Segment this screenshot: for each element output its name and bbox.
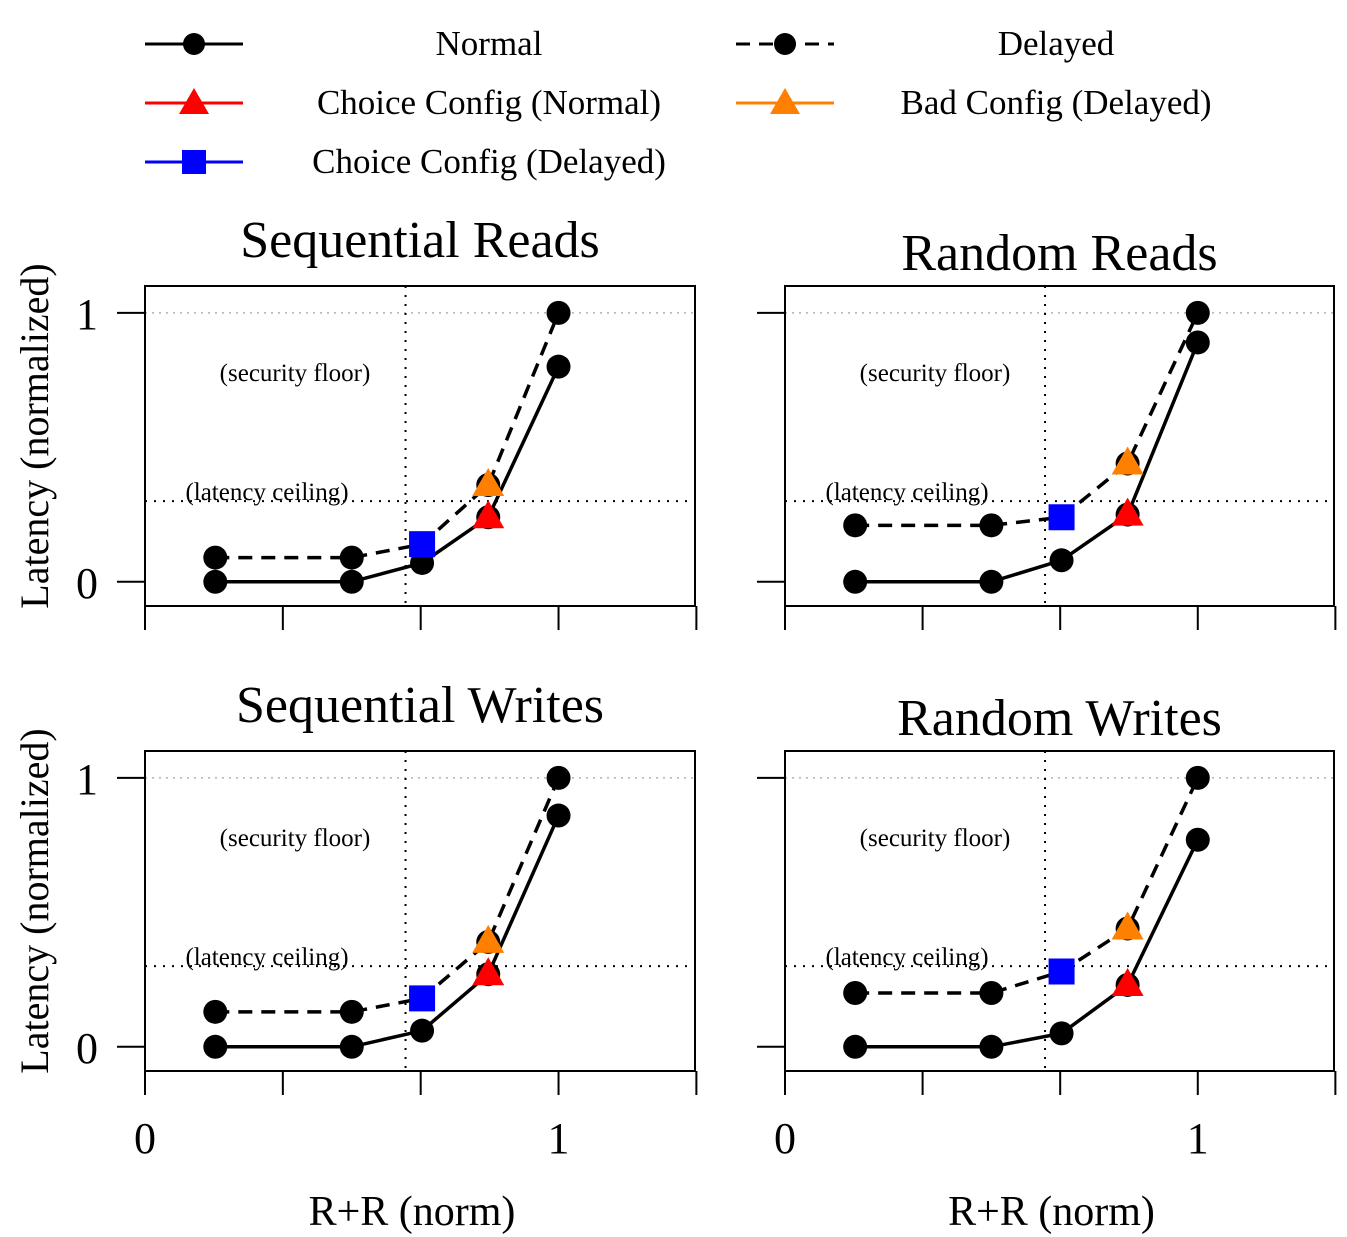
- legend-swatch-choice-normal-marker: [179, 88, 209, 114]
- point-delayed: [1185, 765, 1210, 790]
- y-tick-label: 1: [76, 755, 98, 804]
- point-normal: [546, 803, 571, 828]
- legend-swatch-normal-marker: [183, 33, 205, 55]
- point-normal: [546, 354, 571, 379]
- y-tick-label: 0: [76, 1024, 98, 1073]
- point-normal: [979, 569, 1004, 594]
- y-axis-label: Latency (normalized): [12, 728, 57, 1073]
- point-delayed: [546, 765, 571, 790]
- point-delayed: [843, 513, 868, 538]
- marker-choice-config-normal: [472, 957, 505, 986]
- point-delayed: [1185, 300, 1210, 325]
- point-normal: [979, 1034, 1004, 1059]
- legend-swatch-delayed-marker: [774, 33, 796, 55]
- chart-title: Random Writes: [897, 690, 1222, 747]
- legend-item-bad-delayed: Bad Config (Delayed): [736, 83, 1212, 122]
- point-normal: [1049, 1021, 1074, 1046]
- security-floor-label: (security floor): [860, 360, 1011, 387]
- point-normal: [339, 1034, 364, 1059]
- point-delayed: [546, 300, 571, 325]
- legend-swatch-choice-delayed-marker: [182, 150, 206, 174]
- point-delayed: [979, 981, 1004, 1006]
- marker-choice-config-normal: [1111, 497, 1144, 526]
- security-floor-label: (security floor): [220, 360, 371, 387]
- point-normal: [1049, 548, 1074, 573]
- marker-bad-config-delayed: [472, 467, 505, 496]
- point-delayed: [843, 981, 868, 1006]
- x-tick-label: 0: [134, 1114, 156, 1163]
- point-normal: [339, 569, 364, 594]
- point-normal: [203, 569, 228, 594]
- y-tick-label: 0: [76, 559, 98, 608]
- point-normal: [203, 1034, 228, 1059]
- panels: Sequential Reads 0 1 Latency (normalized) (s…: [12, 212, 1337, 1235]
- point-delayed: [339, 545, 364, 570]
- legend-item-choice-normal: Choice Config (Normal): [145, 83, 661, 122]
- marker-choice-config-delayed: [1048, 958, 1075, 985]
- point-delayed: [203, 999, 228, 1024]
- x-axis-label: R+R (norm): [948, 1189, 1155, 1235]
- marker-choice-config-normal: [472, 500, 505, 529]
- legend-label-normal: Normal: [436, 24, 543, 63]
- y-tick-label: 1: [76, 290, 98, 339]
- latency-ceiling-label: (latency ceiling): [825, 479, 988, 506]
- marker-choice-config-normal: [1111, 967, 1144, 996]
- legend-swatch-bad-delayed-marker: [770, 88, 800, 114]
- chart-panel-1: Sequential Reads 0 1 Latency (normalized) (s…: [12, 212, 698, 630]
- point-normal: [410, 1018, 435, 1043]
- latency-ceiling-label: (latency ceiling): [185, 944, 348, 971]
- point-delayed: [339, 999, 364, 1024]
- series-line-delayed: [855, 312, 1200, 528]
- legend-item-choice-delayed: Choice Config (Delayed): [145, 142, 666, 181]
- legend-item-normal: Normal: [145, 24, 543, 63]
- series-line-delayed: [215, 777, 561, 1014]
- chart-title: Sequential Reads: [240, 212, 600, 269]
- point-normal: [1185, 330, 1210, 355]
- security-floor-label: (security floor): [860, 825, 1011, 852]
- chart-title: Random Reads: [901, 225, 1217, 282]
- legend-label-delayed: Delayed: [998, 24, 1115, 63]
- chart-panel-2: Random Reads (security floor) (latency cei…: [757, 225, 1337, 630]
- point-delayed: [979, 513, 1004, 538]
- marker-choice-config-delayed: [409, 985, 436, 1012]
- series-line-delayed: [215, 312, 561, 560]
- latency-ceiling-label: (latency ceiling): [185, 479, 348, 506]
- legend-item-delayed: Delayed: [736, 24, 1115, 63]
- legend-label-choice-delayed: Choice Config (Delayed): [312, 142, 666, 181]
- chart-panel-4: Random Writes 0 1 R+R (norm) (security floor…: [757, 690, 1337, 1235]
- latency-ceiling-label: (latency ceiling): [825, 944, 988, 971]
- chart-panel-3: Sequential Writes 0 1 0 1 Latency (normalized…: [12, 677, 698, 1235]
- x-tick-label: 0: [774, 1114, 796, 1163]
- marker-bad-config-delayed: [472, 924, 505, 953]
- point-normal: [1185, 827, 1210, 852]
- point-delayed: [203, 545, 228, 570]
- x-axis-label: R+R (norm): [309, 1189, 516, 1235]
- point-normal: [843, 1034, 868, 1059]
- chart-title: Sequential Writes: [236, 677, 604, 734]
- point-normal: [843, 569, 868, 594]
- marker-bad-config-delayed: [1111, 446, 1144, 475]
- security-floor-label: (security floor): [220, 825, 371, 852]
- legend-label-choice-normal: Choice Config (Normal): [317, 83, 661, 122]
- legend: Normal Delayed Choice Config (Normal) Ba…: [145, 24, 1212, 181]
- marker-choice-config-delayed: [1048, 504, 1075, 531]
- marker-bad-config-delayed: [1111, 911, 1144, 940]
- marker-choice-config-delayed: [409, 531, 436, 558]
- legend-label-bad-delayed: Bad Config (Delayed): [900, 83, 1211, 122]
- x-tick-label: 1: [1187, 1114, 1209, 1163]
- x-tick-label: 1: [548, 1114, 570, 1163]
- y-axis-label: Latency (normalized): [12, 263, 57, 608]
